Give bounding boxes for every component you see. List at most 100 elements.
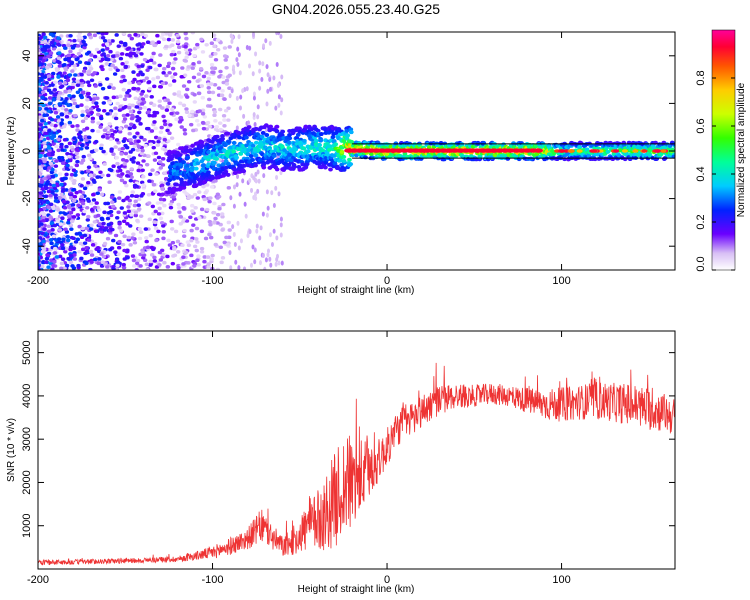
noise-point <box>55 59 61 64</box>
noise-point <box>57 155 62 160</box>
noise-point <box>243 266 247 270</box>
noise-point <box>122 234 127 239</box>
ridge-point <box>177 153 183 158</box>
spectrogram-marks <box>38 32 675 270</box>
noise-point <box>111 238 116 243</box>
noise-point <box>137 110 142 115</box>
noise-point <box>120 52 125 56</box>
noise-point <box>157 160 163 164</box>
noise-point <box>121 158 126 162</box>
noise-point <box>238 70 242 76</box>
noise-point <box>157 250 163 255</box>
noise-point <box>220 214 225 219</box>
noise-point <box>77 35 83 40</box>
noise-point <box>121 219 127 224</box>
noise-point <box>171 60 177 65</box>
noise-point <box>128 224 133 228</box>
noise-point <box>170 43 175 48</box>
noise-point <box>157 262 162 267</box>
noise-point <box>174 117 179 122</box>
noise-point <box>92 205 98 210</box>
noise-point <box>80 90 86 95</box>
noise-point <box>49 117 55 122</box>
noise-point <box>96 129 101 134</box>
noise-point <box>66 220 71 225</box>
noise-point <box>265 64 269 70</box>
spectrogram-y-tick-label: -20 <box>21 191 33 207</box>
noise-point <box>70 264 75 268</box>
noise-point <box>153 189 158 194</box>
noise-point <box>195 79 200 83</box>
noise-point <box>227 228 232 232</box>
noise-point <box>155 75 161 80</box>
noise-point <box>83 134 88 139</box>
noise-point <box>38 256 41 260</box>
noise-point <box>189 195 195 199</box>
noise-point <box>173 229 179 234</box>
ridge-point <box>297 126 302 131</box>
snr-x-tick-label: 100 <box>552 574 570 586</box>
noise-point <box>52 223 58 228</box>
noise-point <box>153 67 158 72</box>
noise-point <box>85 97 90 102</box>
noise-point <box>197 109 202 113</box>
ridge-point <box>320 148 326 153</box>
noise-point <box>256 188 260 194</box>
noise-point <box>38 184 43 188</box>
noise-point <box>140 250 146 255</box>
noise-point <box>47 166 52 170</box>
noise-point <box>166 61 172 66</box>
ridge-point <box>223 165 229 170</box>
noise-point <box>81 40 86 44</box>
noise-point <box>147 201 152 205</box>
noise-point <box>204 42 209 47</box>
noise-point <box>170 38 176 42</box>
noise-point <box>61 188 66 192</box>
noise-point <box>38 66 41 70</box>
ridge-point <box>199 148 205 153</box>
noise-point <box>196 72 202 76</box>
noise-point <box>113 250 118 254</box>
noise-point <box>207 97 212 102</box>
noise-point <box>42 159 47 164</box>
noise-point <box>57 81 63 86</box>
noise-point <box>156 155 162 160</box>
noise-point <box>124 196 129 201</box>
noise-point <box>279 222 283 228</box>
noise-point <box>85 108 90 113</box>
noise-point <box>124 183 129 188</box>
noise-point <box>254 171 258 177</box>
noise-point <box>84 246 89 250</box>
noise-point <box>134 261 140 266</box>
ridge-point <box>322 165 328 170</box>
noise-point <box>48 135 54 139</box>
noise-point <box>115 215 120 220</box>
noise-point <box>192 53 197 58</box>
colorbar-frame <box>711 29 736 271</box>
noise-point <box>78 130 83 134</box>
noise-point <box>57 102 62 106</box>
noise-point <box>160 106 165 110</box>
noise-point <box>70 124 75 129</box>
noise-point <box>38 216 41 220</box>
noise-point <box>48 51 54 55</box>
noise-point <box>97 56 102 61</box>
spectrogram-y-tick-label: 0 <box>21 148 33 154</box>
noise-point <box>256 104 260 110</box>
noise-point <box>151 51 156 56</box>
noise-point <box>115 51 120 55</box>
noise-point <box>165 64 171 69</box>
noise-point <box>46 229 52 234</box>
ridge-point <box>293 147 299 152</box>
noise-point <box>84 249 90 254</box>
noise-point <box>205 207 210 212</box>
noise-point <box>167 70 172 75</box>
noise-point <box>110 54 116 58</box>
noise-point <box>83 43 88 47</box>
noise-point <box>158 53 163 57</box>
noise-point <box>194 118 200 123</box>
noise-point <box>213 119 218 123</box>
noise-point <box>79 183 84 188</box>
noise-point <box>132 144 137 149</box>
